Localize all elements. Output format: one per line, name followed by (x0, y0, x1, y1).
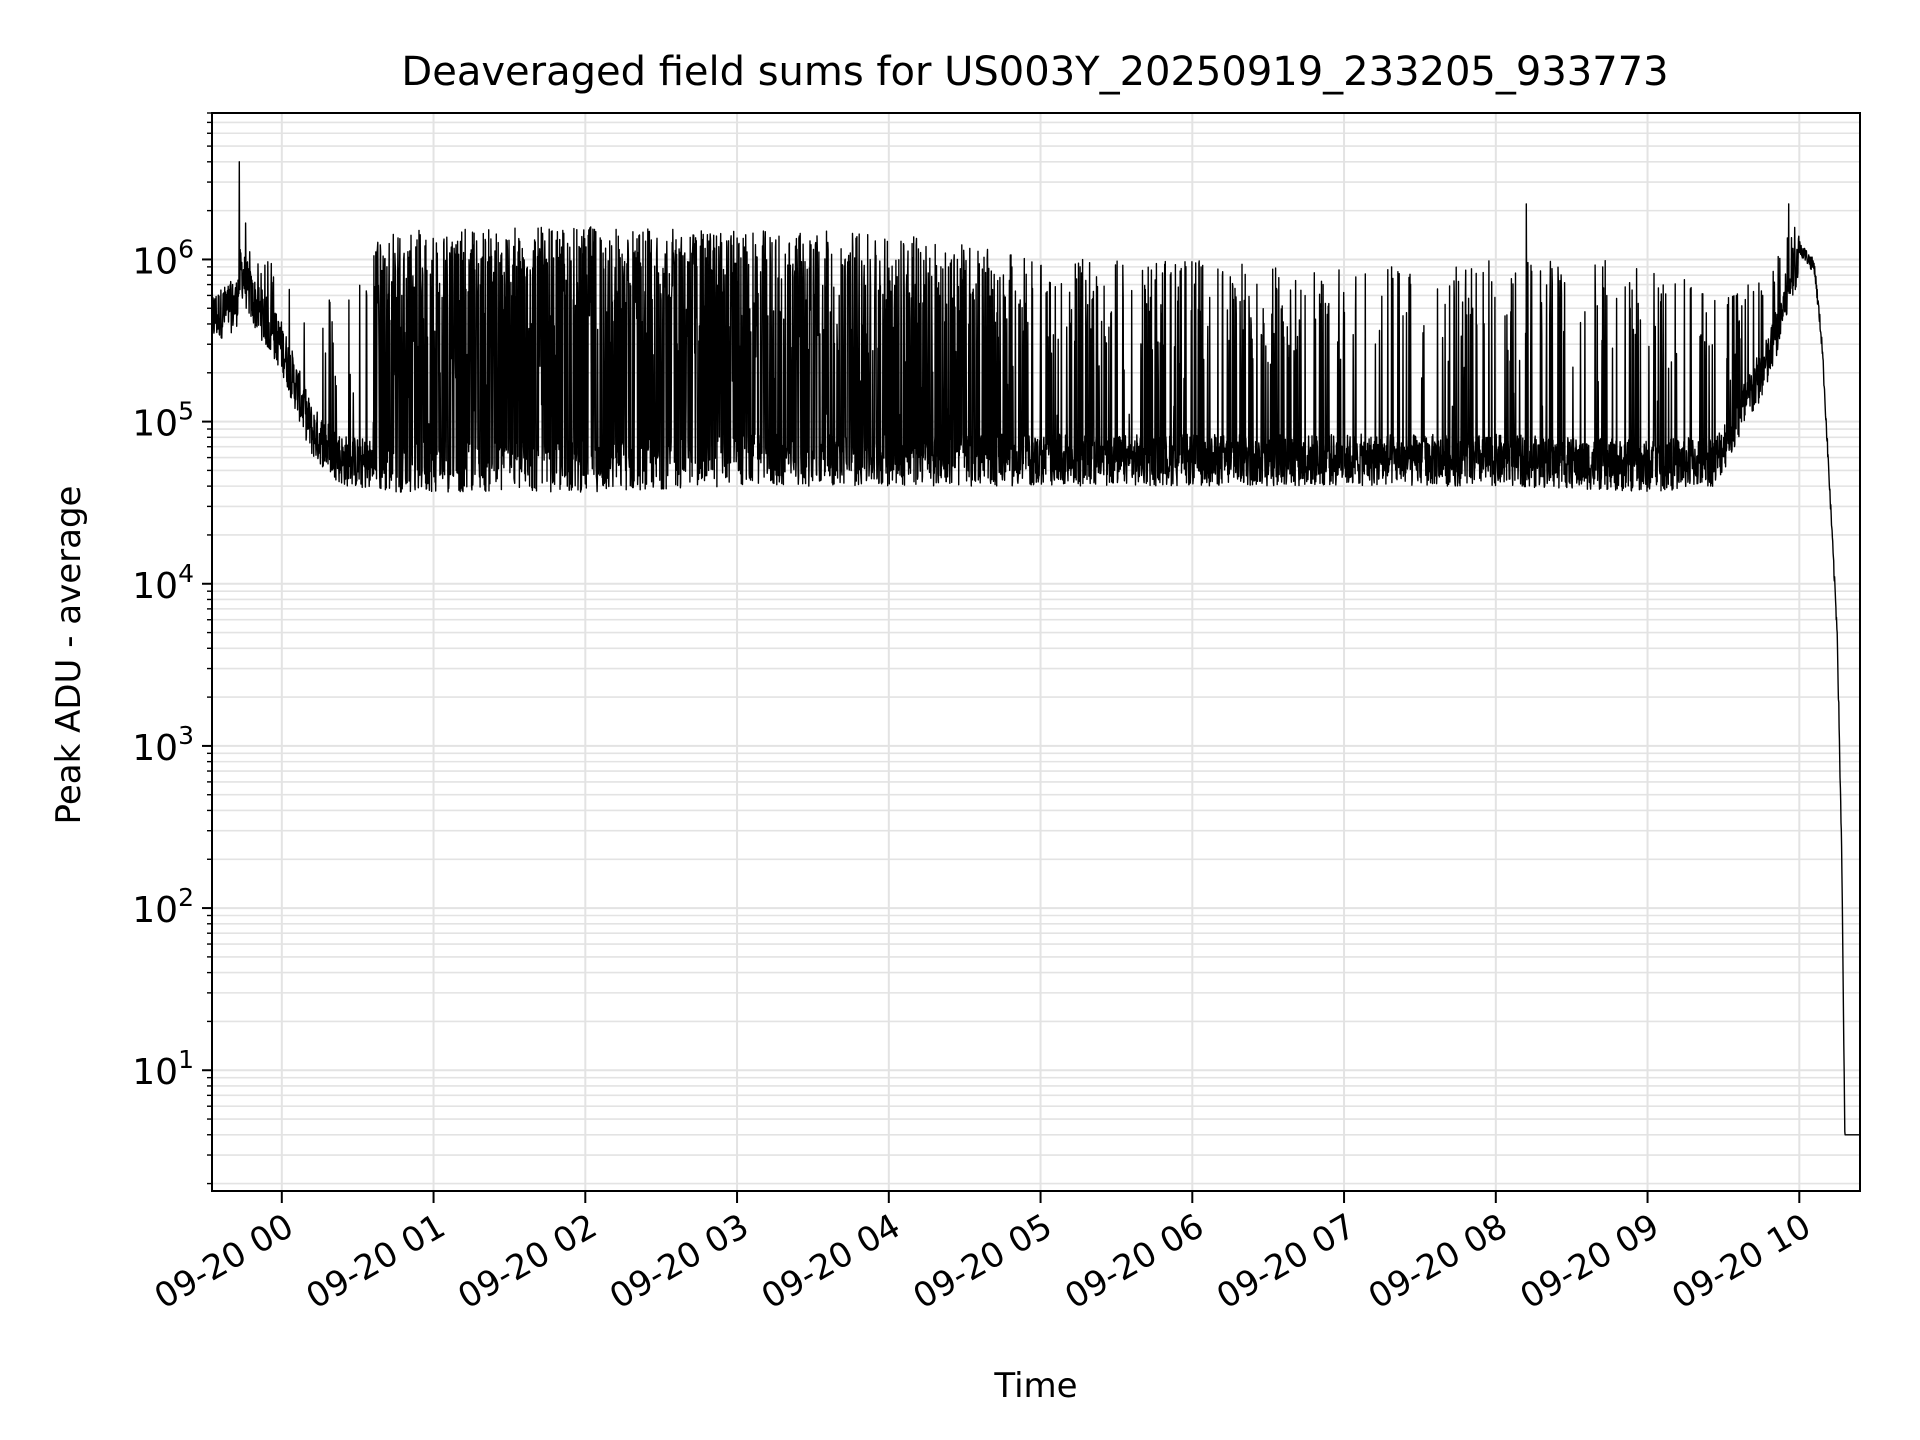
x-axis-label: Time (993, 1366, 1077, 1406)
data-series (212, 161, 1860, 1136)
y-tick-label: 106 (132, 234, 194, 282)
y-tick-label: 102 (132, 883, 194, 931)
y-axis-label: Peak ADU - average (49, 486, 89, 825)
y-axis: 101 102 103 104 105 106 (132, 112, 212, 1185)
y-tick-label: 104 (132, 559, 194, 607)
chart-title: Deaveraged field sums for US003Y_2025091… (401, 49, 1668, 95)
y-tick-label: 105 (132, 397, 194, 445)
y-tick-label: 103 (132, 721, 194, 769)
series-line (212, 161, 1860, 1136)
grid (212, 112, 1860, 1191)
y-tick-label: 101 (132, 1045, 194, 1093)
plot-area (211, 112, 1861, 1192)
